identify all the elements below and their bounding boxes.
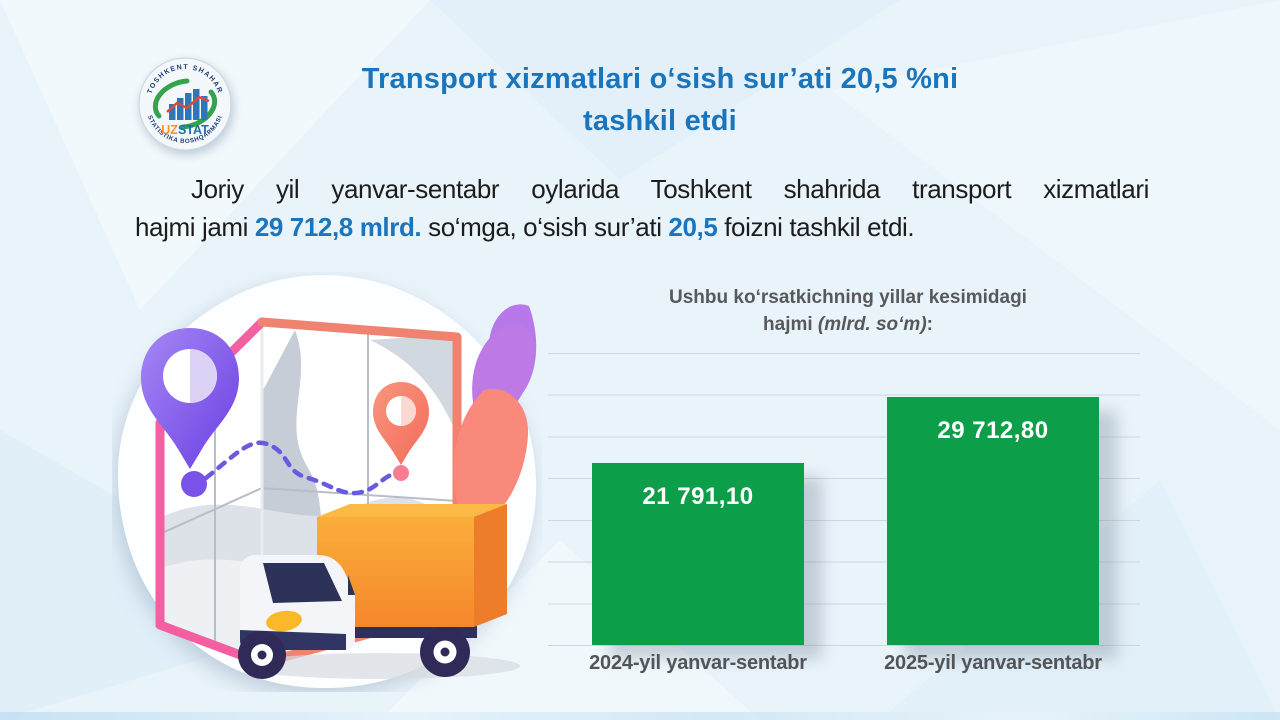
page-title-line2: tashkil etdi [583, 105, 737, 137]
chart-title-line1: Ushbu ko‘rsatkichning yillar kesimidagi [669, 287, 1027, 308]
category-label-2024: 2024-yil yanvar-sentabr [589, 652, 807, 674]
uzstat-logo: TOSHKENT SHAHAR STATISTIKA BOSHQARMASI U… [137, 56, 233, 152]
destination-pin-icon [373, 382, 429, 465]
leaf-shape-coral [453, 388, 529, 534]
chart-title-line2: hajmi (mlrd. so‘m): [763, 314, 933, 335]
truck-wheel-front [238, 631, 286, 679]
page-title-line1: Transport xizmatlari o‘sish sur’ati 20,5… [361, 63, 959, 95]
intro-line2-post: foizni tashkil etdi. [717, 212, 915, 242]
bar-2024-value-label: 21 791,10 [642, 483, 754, 511]
delivery-map-illustration [112, 272, 542, 692]
bar-2024: 21 791,10 [592, 463, 804, 645]
route-end-dot [393, 465, 409, 481]
logo-green-swoosh [152, 78, 218, 130]
logo-trend-line-icon [166, 95, 210, 113]
truck-box-side [474, 504, 507, 627]
route-start-dot [181, 471, 207, 497]
page-title: Transport xizmatlari o‘sish sur’ati 20,5… [240, 58, 1080, 142]
intro-line2-mid: so‘mga, o‘sish sur’ati [421, 212, 669, 242]
intro-line1: Joriy yil yanvar-sentabr oylarida Toshke… [191, 174, 1149, 204]
intro-growth-value: 20,5 [668, 212, 718, 242]
truck-wheel-rear [420, 627, 470, 677]
truck-headlight [266, 610, 302, 632]
bottom-accent-strip [0, 712, 1280, 720]
intro-paragraph: Joriy yil yanvar-sentabr oylarida Toshke… [135, 170, 1149, 246]
route-path-icon [181, 440, 409, 497]
intro-volume-value: 29 712,8 mlrd. [254, 212, 422, 242]
bar-2025: 29 712,80 [887, 397, 1099, 645]
delivery-truck-icon [238, 504, 520, 679]
intro-line2: hajmi jami 29 712,8 mlrd. so‘mga, o‘sish… [135, 208, 1149, 246]
category-label-2025: 2025-yil yanvar-sentabr [884, 652, 1102, 674]
logo-wordmark: UZSTAT [161, 123, 209, 137]
truck-box-top [317, 504, 507, 517]
chart-title: Ushbu ko‘rsatkichning yillar kesimidagi … [548, 284, 1148, 338]
truck-windshield [263, 563, 342, 603]
bar-chart: 21 791,10 29 712,80 2024-yil yanvar-sent… [548, 353, 1140, 674]
bar-2025-value-label: 29 712,80 [937, 417, 1049, 445]
intro-line2-pre: hajmi jami [135, 212, 255, 242]
location-pin-icon [141, 328, 239, 469]
